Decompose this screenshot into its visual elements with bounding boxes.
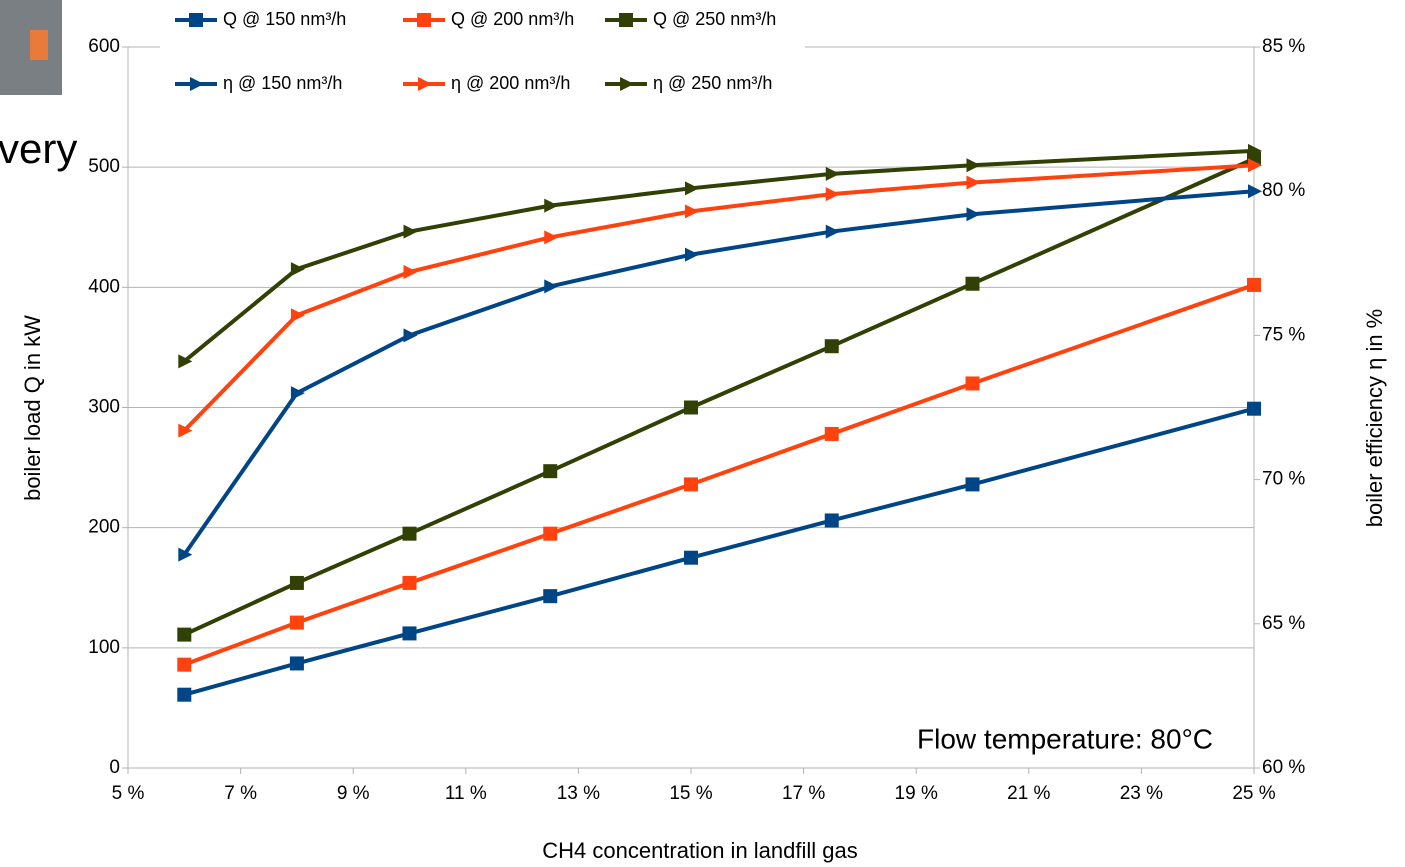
marker bbox=[543, 527, 557, 541]
legend-label: η @ 150 nm³/h bbox=[223, 73, 342, 93]
marker bbox=[967, 176, 981, 190]
x-tick-label: 17 % bbox=[782, 783, 825, 804]
fragment-text: very bbox=[0, 125, 77, 172]
legend-marker bbox=[619, 13, 633, 27]
marker bbox=[403, 576, 417, 590]
x-tick-label: 5 % bbox=[112, 783, 145, 804]
legend-label: η @ 200 nm³/h bbox=[451, 73, 570, 93]
y-tick-label: 100 bbox=[88, 637, 120, 658]
legend-label: Q @ 200 nm³/h bbox=[451, 9, 574, 29]
y-tick-label: 300 bbox=[88, 397, 120, 418]
marker bbox=[826, 167, 840, 181]
series-line bbox=[184, 409, 1254, 695]
x-tick-label: 25 % bbox=[1232, 783, 1275, 804]
y2-tick-label: 75 % bbox=[1262, 324, 1305, 345]
chart: very CH4 concentration in landfill gas b… bbox=[0, 0, 1405, 867]
marker bbox=[967, 158, 981, 172]
marker bbox=[1248, 184, 1262, 198]
marker bbox=[544, 279, 558, 293]
marker bbox=[1247, 402, 1261, 416]
legend-marker bbox=[417, 13, 431, 27]
x-tick-label: 23 % bbox=[1120, 783, 1163, 804]
legend: Q @ 150 nm³/h Q @ 200 nm³/h Q @ 250 nm³/h η… bbox=[160, 0, 805, 104]
legend-label: η @ 250 nm³/h bbox=[653, 73, 772, 93]
marker bbox=[966, 277, 980, 291]
y-tick-label: 500 bbox=[88, 156, 120, 177]
marker bbox=[177, 688, 191, 702]
marker bbox=[403, 626, 417, 640]
marker bbox=[825, 427, 839, 441]
marker bbox=[685, 181, 699, 195]
marker bbox=[290, 656, 304, 670]
marker bbox=[404, 328, 418, 342]
marker bbox=[404, 265, 418, 279]
marker bbox=[290, 616, 304, 630]
marker bbox=[966, 477, 980, 491]
y-axis-title: boiler load Q in kW bbox=[20, 315, 45, 501]
marker bbox=[403, 527, 417, 541]
x-tick-label: 11 % bbox=[445, 783, 487, 804]
marker bbox=[543, 464, 557, 478]
marker bbox=[826, 225, 840, 239]
marker bbox=[685, 204, 699, 218]
x-tick-label: 9 % bbox=[337, 783, 370, 804]
marker bbox=[826, 187, 840, 201]
marker bbox=[685, 248, 699, 262]
marker bbox=[966, 376, 980, 390]
marker bbox=[825, 513, 839, 527]
y-tick-label: 400 bbox=[88, 276, 120, 297]
marker bbox=[1247, 278, 1261, 292]
x-tick-label: 21 % bbox=[1007, 783, 1050, 804]
marker bbox=[684, 401, 698, 415]
y-tick-label: 600 bbox=[88, 36, 120, 57]
y2-axis-title: boiler efficiency η in % bbox=[1362, 309, 1387, 528]
x-tick-label: 15 % bbox=[669, 783, 712, 804]
y-tick-label: 0 bbox=[109, 757, 120, 778]
marker bbox=[967, 207, 981, 221]
legend-label: Q @ 250 nm³/h bbox=[653, 9, 776, 29]
marker bbox=[684, 477, 698, 491]
marker bbox=[291, 262, 305, 276]
y2-tick-label: 70 % bbox=[1262, 469, 1305, 490]
marker bbox=[177, 658, 191, 672]
marker bbox=[543, 589, 557, 603]
marker bbox=[290, 576, 304, 590]
marker bbox=[544, 199, 558, 213]
marker bbox=[544, 230, 558, 244]
x-tick-label: 7 % bbox=[224, 783, 257, 804]
y2-tick-label: 85 % bbox=[1262, 36, 1305, 57]
x-axis-title: CH4 concentration in landfill gas bbox=[542, 838, 858, 863]
marker bbox=[825, 339, 839, 353]
x-tick-label: 13 % bbox=[557, 783, 600, 804]
legend-marker bbox=[189, 13, 203, 27]
series-line bbox=[184, 191, 1254, 554]
series-line bbox=[184, 151, 1254, 362]
y2-tick-label: 80 % bbox=[1262, 180, 1305, 201]
y2-tick-label: 65 % bbox=[1262, 613, 1305, 634]
marker bbox=[684, 551, 698, 565]
y2-tick-label: 60 % bbox=[1262, 757, 1305, 778]
legend-label: Q @ 150 nm³/h bbox=[223, 9, 346, 29]
marker bbox=[291, 308, 305, 322]
marker bbox=[177, 628, 191, 642]
series-line bbox=[184, 159, 1254, 635]
series-line bbox=[184, 285, 1254, 665]
annotation: Flow temperature: 80°C bbox=[917, 723, 1213, 754]
page: very CH4 concentration in landfill gas b… bbox=[0, 0, 1405, 867]
marker bbox=[404, 225, 418, 239]
y-tick-label: 200 bbox=[88, 517, 120, 538]
x-tick-label: 19 % bbox=[895, 783, 938, 804]
photo-detail bbox=[30, 30, 48, 60]
